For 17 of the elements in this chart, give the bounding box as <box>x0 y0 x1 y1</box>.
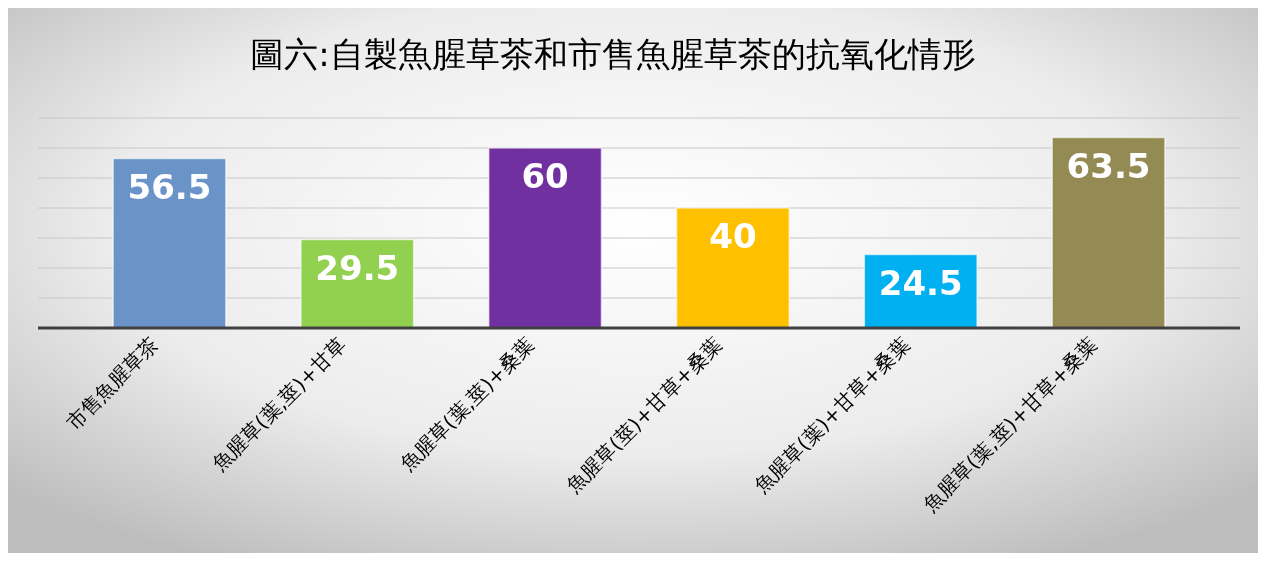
x-tick-label: 魚腥草(葉,莖)+甘草+桑葉 <box>918 332 1103 517</box>
data-label: 60 <box>521 156 569 196</box>
x-tick-label: 魚腥草(葉,莖)+甘草 <box>207 332 351 476</box>
chart-title: 圖六:自製魚腥草茶和市售魚腥草茶的抗氧化情形 <box>250 34 976 74</box>
data-label: 40 <box>709 216 757 256</box>
x-tick-label: 魚腥草(葉,莖)+桑葉 <box>395 332 539 476</box>
data-label: 24.5 <box>878 262 963 303</box>
x-tick-label: 魚腥草(葉)+甘草+桑葉 <box>749 332 915 498</box>
x-tick-label: 市售魚腥草茶 <box>61 332 163 435</box>
x-tick-label: 魚腥草(莖)+甘草+桑葉 <box>561 332 727 498</box>
data-label: 29.5 <box>315 247 400 288</box>
data-label: 56.5 <box>127 166 212 207</box>
bar <box>112 157 227 329</box>
bar <box>1051 136 1166 329</box>
bar <box>675 207 790 329</box>
data-label: 63.5 <box>1066 145 1151 186</box>
bar <box>488 147 603 329</box>
